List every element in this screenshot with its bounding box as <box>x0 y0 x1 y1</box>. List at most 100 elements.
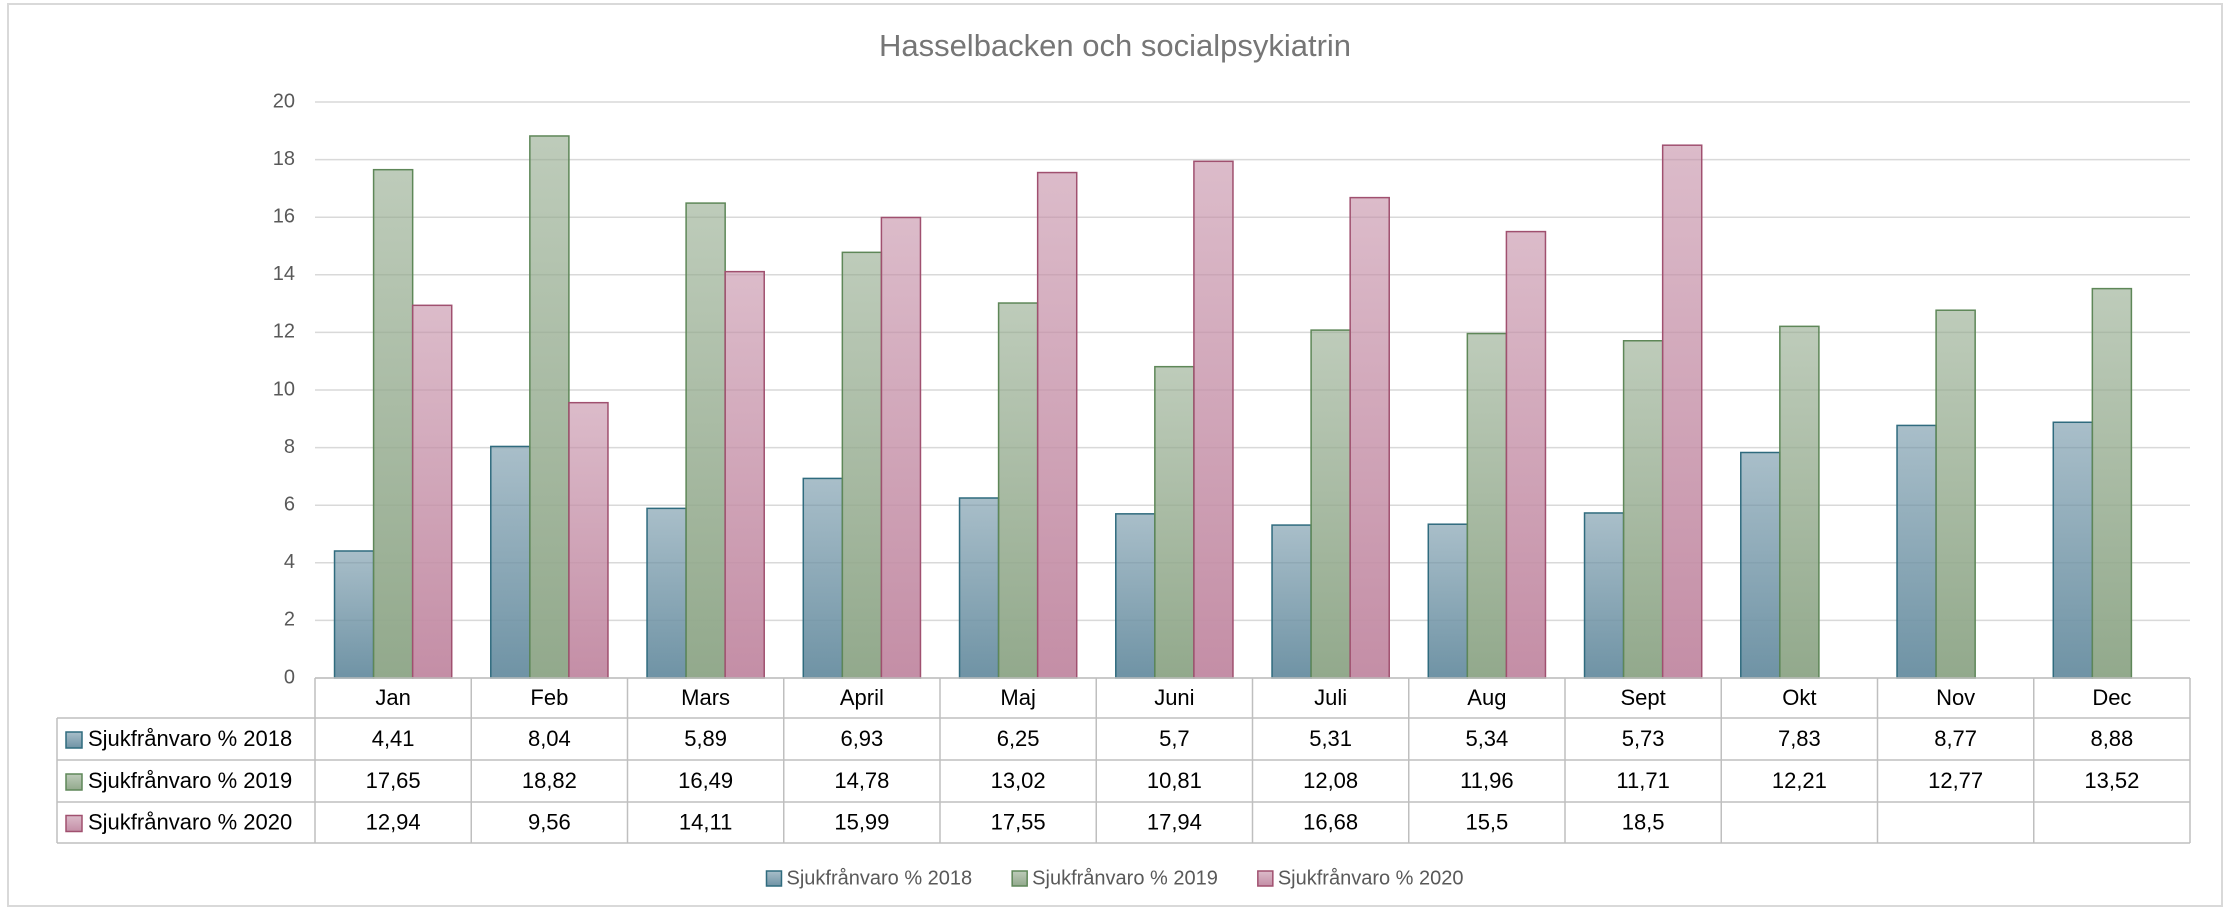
table-value: 5,7 <box>1159 726 1190 751</box>
table-value: 5,89 <box>684 726 727 751</box>
bar <box>1661 144 1703 679</box>
table-value: 17,55 <box>991 809 1046 834</box>
bar <box>802 477 844 679</box>
bar <box>1896 424 1937 679</box>
table-row-label: Sjukfrånvaro % 2018 <box>88 726 292 751</box>
bar <box>2091 287 2133 679</box>
x-tick-label: Aug <box>1467 685 1506 710</box>
table-value: 14,11 <box>679 809 732 834</box>
legend-item: Sjukfrånvaro % 2020 <box>1257 867 1464 889</box>
table-value: 16,68 <box>1303 809 1358 834</box>
bar <box>646 507 687 679</box>
y-tick-label: 8 <box>284 436 295 458</box>
bar <box>1349 196 1390 679</box>
table-value: 10,81 <box>1147 768 1202 793</box>
table-value: 6,93 <box>840 726 883 751</box>
table-value: 16,49 <box>678 768 733 793</box>
table-value: 12,21 <box>1772 768 1827 793</box>
chart-title: Hasselbacken och socialpsykiatrin <box>879 28 1351 63</box>
x-tick-label: April <box>840 685 884 710</box>
y-tick-label: 0 <box>284 666 295 688</box>
table-value: 17,65 <box>366 768 421 793</box>
legend-key <box>1011 870 1028 887</box>
table-value: 13,02 <box>991 768 1046 793</box>
x-tick-label: Maj <box>1000 685 1035 710</box>
table-legend-key <box>65 773 83 791</box>
table-value: 18,5 <box>1622 809 1665 834</box>
table-value: 12,77 <box>1928 768 1983 793</box>
bar <box>958 497 1000 679</box>
bar <box>685 202 726 679</box>
legend-item: Sjukfrånvaro % 2018 <box>765 867 972 889</box>
bar <box>1427 523 1469 679</box>
x-tick-label: Nov <box>1936 685 1975 710</box>
x-tick-label: Sept <box>1620 685 1665 710</box>
table-value: 12,94 <box>366 809 421 834</box>
bar <box>333 550 375 679</box>
bar <box>1779 325 1820 679</box>
bar <box>1505 230 1547 679</box>
y-tick-label: 14 <box>273 263 295 285</box>
x-tick-label: Mars <box>681 685 730 710</box>
table-row-label: Sjukfrånvaro % 2019 <box>88 768 292 793</box>
table-value: 9,56 <box>528 809 571 834</box>
bar <box>1193 160 1234 679</box>
bar <box>1271 524 1312 679</box>
x-tick-label: Jan <box>375 685 410 710</box>
table-value: 6,25 <box>997 726 1040 751</box>
table-value: 15,99 <box>834 809 889 834</box>
legend-label: Sjukfrånvaro % 2018 <box>786 867 972 889</box>
legend-label: Sjukfrånvaro % 2020 <box>1278 867 1464 889</box>
chart-frame <box>7 3 2223 907</box>
table-value: 5,31 <box>1309 726 1352 751</box>
x-tick-label: Juni <box>1154 685 1194 710</box>
bar <box>1310 329 1351 679</box>
bar <box>841 251 883 679</box>
table-row-label: Sjukfrånvaro % 2020 <box>88 809 292 834</box>
x-tick-label: Juli <box>1314 685 1347 710</box>
table-value: 11,71 <box>1616 768 1669 793</box>
y-tick-label: 10 <box>273 378 295 400</box>
table-value: 5,34 <box>1465 726 1508 751</box>
bar <box>372 168 414 679</box>
legend-label: Sjukfrånvaro % 2019 <box>1032 867 1218 889</box>
x-tick-label: Feb <box>530 685 568 710</box>
bar <box>490 445 531 679</box>
y-tick-label: 2 <box>284 609 295 631</box>
y-tick-label: 12 <box>273 321 295 343</box>
table-value: 15,5 <box>1465 809 1508 834</box>
bar <box>529 135 570 679</box>
x-tick-label: Okt <box>1782 685 1816 710</box>
table-value: 8,77 <box>1934 726 1977 751</box>
table-value: 8,04 <box>528 726 571 751</box>
bar <box>1740 451 1781 679</box>
bar <box>2052 421 2094 679</box>
legend-item: Sjukfrånvaro % 2019 <box>1011 867 1218 889</box>
table-value: 12,08 <box>1303 768 1358 793</box>
table-value: 8,88 <box>2090 726 2133 751</box>
bar <box>1036 171 1078 679</box>
table-legend-key <box>65 731 83 749</box>
bar <box>1622 340 1664 679</box>
table-value: 7,83 <box>1778 726 1821 751</box>
legend-key <box>765 870 783 887</box>
bar <box>724 270 765 679</box>
table-value: 5,73 <box>1622 726 1665 751</box>
table-value: 13,52 <box>2084 768 2139 793</box>
bar <box>411 304 453 679</box>
bar <box>1583 512 1625 679</box>
bar <box>880 216 922 679</box>
table-value: 11,96 <box>1460 768 1513 793</box>
table-legend-key <box>65 814 83 833</box>
bar <box>1115 513 1156 679</box>
table-value: 17,94 <box>1147 809 1202 834</box>
y-tick-label: 20 <box>273 90 295 112</box>
table-value: 4,41 <box>372 726 415 751</box>
y-tick-label: 6 <box>284 493 295 515</box>
table-value: 14,78 <box>834 768 889 793</box>
y-tick-label: 18 <box>273 148 295 170</box>
bar <box>997 302 1039 679</box>
bar <box>1466 332 1508 679</box>
y-tick-label: 4 <box>284 551 295 573</box>
